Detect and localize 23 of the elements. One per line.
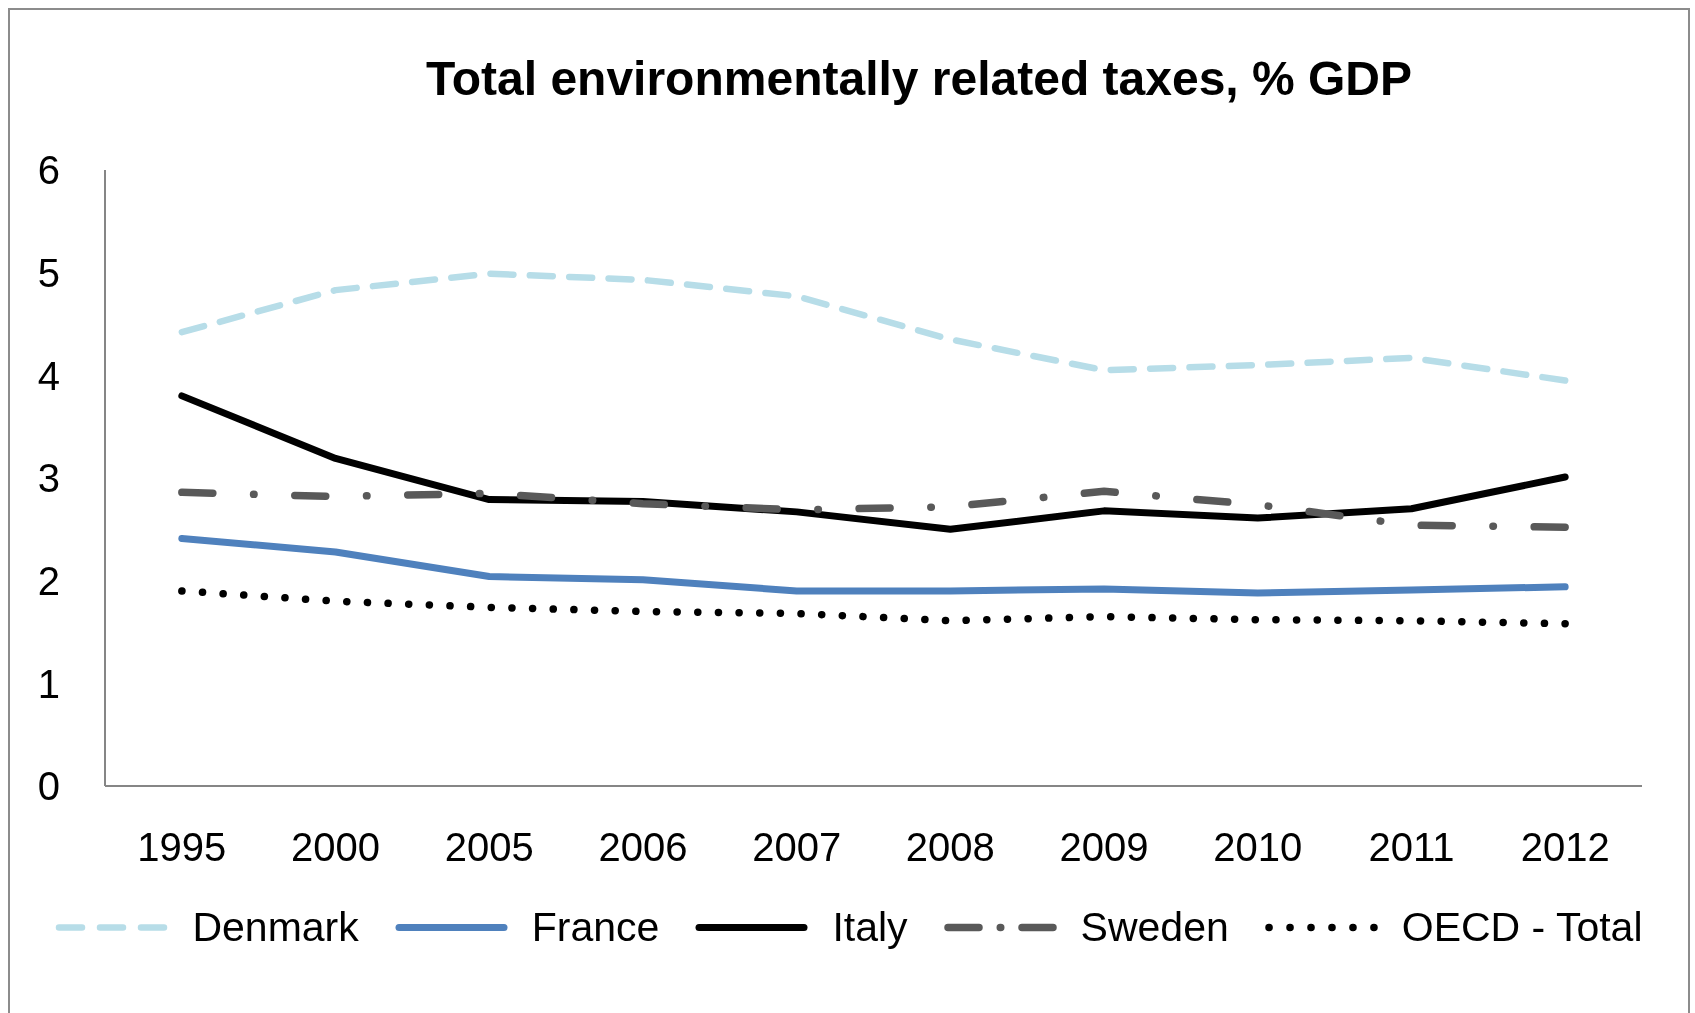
y-tick-label: 4 xyxy=(37,353,60,398)
x-tick-label: 2006 xyxy=(598,825,688,870)
chart-title: Total environmentally related taxes, % GDP xyxy=(425,51,1413,105)
x-tick-label: 1995 xyxy=(137,825,227,870)
legend-label: OECD - Total xyxy=(1401,903,1643,950)
x-tick-label: 2009 xyxy=(1059,825,1149,870)
x-tick-label: 2008 xyxy=(905,825,995,870)
y-tick-label: 6 xyxy=(37,148,60,193)
y-tick-label: 2 xyxy=(37,558,60,603)
y-tick-label: 0 xyxy=(37,764,60,809)
legend-label: France xyxy=(531,903,660,950)
x-tick-label: 2005 xyxy=(444,825,534,870)
y-tick-label: 5 xyxy=(37,250,60,295)
x-tick-label: 2000 xyxy=(291,825,381,870)
legend-label: Italy xyxy=(832,903,908,950)
x-tick-label: 2007 xyxy=(752,825,842,870)
x-tick-label: 2010 xyxy=(1213,825,1303,870)
legend-label: Denmark xyxy=(192,903,359,950)
legend-label: Sweden xyxy=(1080,903,1229,950)
y-tick-label: 1 xyxy=(37,661,60,706)
y-tick-label: 3 xyxy=(37,456,60,501)
x-tick-label: 2011 xyxy=(1368,825,1455,870)
x-tick-label: 2012 xyxy=(1520,825,1610,870)
